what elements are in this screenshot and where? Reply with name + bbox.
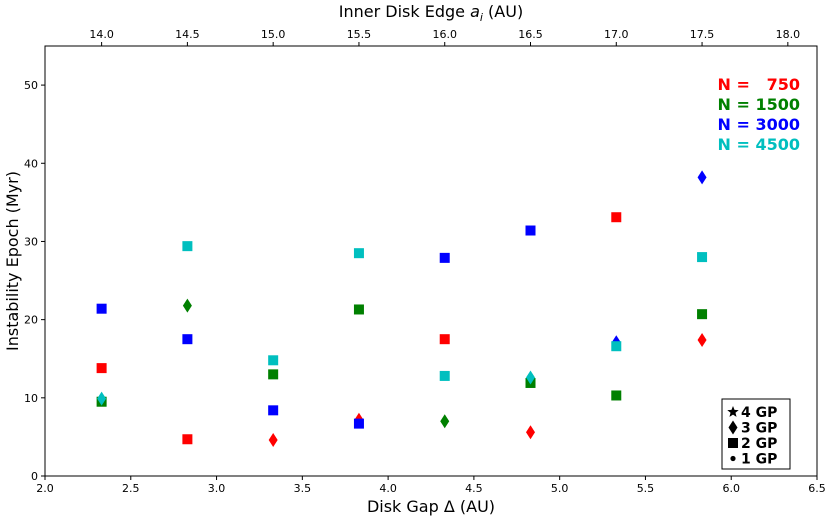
top-x-axis-title-suffix: (AU) bbox=[483, 2, 523, 21]
top-x-tick-label: 16.0 bbox=[432, 28, 457, 41]
top-x-axis-title-symbol: a bbox=[470, 2, 480, 21]
data-point bbox=[611, 212, 622, 223]
legend-entry: N = 3000 bbox=[718, 115, 800, 134]
data-point bbox=[697, 252, 708, 263]
x-tick-label: 5.5 bbox=[637, 482, 655, 495]
x-tick-label: 4.0 bbox=[379, 482, 397, 495]
legend-entry: N = 1500 bbox=[718, 95, 800, 114]
data-point bbox=[611, 341, 622, 352]
y-tick-label: 10 bbox=[24, 392, 38, 405]
x-tick-label: 3.5 bbox=[294, 482, 312, 495]
data-point bbox=[96, 303, 107, 314]
dot-marker-icon bbox=[730, 455, 736, 462]
data-point bbox=[526, 425, 536, 440]
gp-legend-label: 4 GP bbox=[741, 405, 777, 421]
data-point bbox=[268, 369, 279, 380]
data-point bbox=[182, 298, 192, 313]
top-x-tick-label: 17.0 bbox=[604, 28, 629, 41]
gp-legend-label: 1 GP bbox=[741, 452, 777, 468]
top-x-tick-label: 15.5 bbox=[347, 28, 372, 41]
top-x-axis-title: Inner Disk Edge ai (AU) bbox=[339, 2, 523, 24]
top-x-axis-title-prefix: Inner Disk Edge bbox=[339, 2, 470, 21]
data-point bbox=[268, 405, 279, 416]
plot-frame bbox=[44, 45, 818, 477]
data-point bbox=[697, 309, 708, 320]
x-tick-label: 5.0 bbox=[551, 482, 569, 495]
data-point bbox=[182, 241, 193, 252]
data-point bbox=[526, 370, 536, 385]
y-tick-label: 30 bbox=[24, 235, 38, 248]
top-x-tick-label: 17.5 bbox=[690, 28, 715, 41]
data-point bbox=[182, 434, 193, 445]
x-tick-label: 2.5 bbox=[122, 482, 140, 495]
y-axis-title: Instability Epoch (Myr) bbox=[3, 171, 22, 351]
x-tick-label: 6.5 bbox=[808, 482, 826, 495]
gp-marker-legend: 4 GP3 GP2 GP1 GP bbox=[721, 398, 791, 470]
y-tick-label: 50 bbox=[24, 79, 38, 92]
y-tick-label: 40 bbox=[24, 157, 38, 170]
top-x-axis-title-subscript: i bbox=[480, 11, 483, 24]
y-tick-label: 0 bbox=[31, 470, 38, 483]
data-point bbox=[697, 170, 707, 185]
x-tick-label: 2.0 bbox=[36, 482, 54, 495]
top-x-tick-label: 14.5 bbox=[175, 28, 200, 41]
data-point bbox=[440, 414, 450, 429]
star-marker-icon bbox=[727, 406, 739, 417]
legend-entry: N = 4500 bbox=[718, 135, 800, 154]
ticks-layer: 2.0 2.5 3.0 3.5 4.0 4.5 5.0 5.5 6.0 6.5 0 10 20 30 40 5… bbox=[24, 28, 826, 495]
top-x-tick-label: 18.0 bbox=[776, 28, 801, 41]
data-point bbox=[611, 390, 622, 401]
gp-legend-label: 3 GP bbox=[741, 421, 777, 437]
legend-entry: N = 750 bbox=[718, 75, 800, 94]
gp-legend-label: 2 GP bbox=[741, 436, 777, 452]
data-point bbox=[697, 332, 707, 347]
data-point bbox=[353, 418, 364, 429]
y-tick-label: 20 bbox=[24, 314, 38, 327]
top-x-tick-label: 16.5 bbox=[518, 28, 543, 41]
data-point bbox=[525, 225, 536, 236]
points-layer bbox=[96, 170, 708, 448]
x-tick-label: 3.0 bbox=[208, 482, 226, 495]
top-x-tick-label: 14.0 bbox=[89, 28, 114, 41]
x-tick-label: 4.5 bbox=[465, 482, 483, 495]
data-point bbox=[353, 248, 364, 259]
square-marker-icon bbox=[728, 438, 738, 448]
data-point bbox=[97, 391, 107, 406]
data-point bbox=[439, 334, 450, 345]
x-tick-label: 6.0 bbox=[722, 482, 740, 495]
data-point bbox=[268, 433, 278, 448]
data-point bbox=[439, 252, 450, 263]
data-point bbox=[353, 304, 364, 315]
diamond-marker-icon bbox=[728, 420, 738, 435]
data-point bbox=[182, 334, 193, 345]
data-point bbox=[268, 355, 279, 366]
x-axis-title: Disk Gap Δ (AU) bbox=[367, 497, 495, 516]
top-x-tick-label: 15.0 bbox=[261, 28, 286, 41]
data-point bbox=[96, 363, 107, 374]
data-point bbox=[439, 370, 450, 381]
